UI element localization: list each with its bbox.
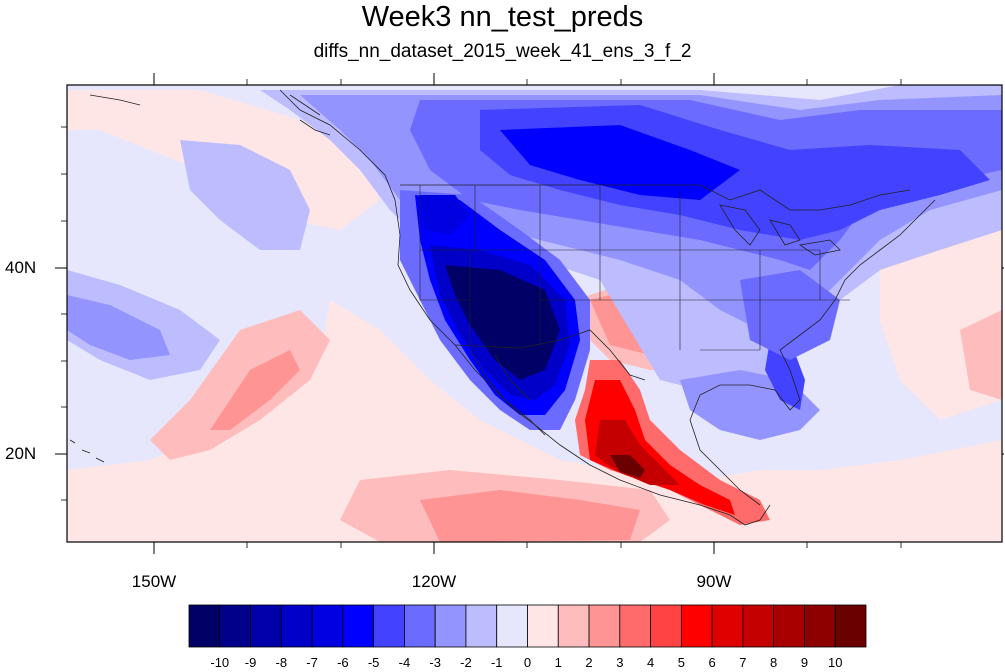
- anomaly-region-red-mexico-core: [610, 455, 645, 478]
- lon-label-150w: 150W: [131, 572, 177, 591]
- colorbar-swatch: [650, 604, 682, 648]
- chart-title: Week3 nn_test_preds: [361, 1, 644, 33]
- colorbar-swatch: [465, 604, 498, 648]
- anomaly-region-red2-east-pacific: [210, 350, 300, 430]
- hawaii: [69, 439, 105, 463]
- colorbar-swatch: [219, 604, 251, 648]
- anomaly-region-red-mexico-3: [595, 420, 680, 485]
- colorbar-swatch: [280, 604, 313, 648]
- map-lines: [69, 89, 936, 526]
- colorbar-swatch: [742, 604, 775, 648]
- colorbar-label: 10: [827, 655, 843, 670]
- colorbar-label: 3: [616, 655, 624, 670]
- colorbar-label: 9: [800, 655, 809, 670]
- colorbar-swatch: [619, 604, 651, 648]
- colorbar-label: 0: [523, 655, 532, 670]
- colorbar-label: 4: [646, 655, 655, 670]
- colorbar-label: 7: [739, 655, 747, 670]
- anomaly-region-blue-pacific-high: [180, 140, 310, 250]
- colorbar-swatch: [188, 604, 221, 648]
- anomaly-region-red1-east: [960, 310, 1002, 400]
- anomaly-region-blue-southeast: [740, 270, 840, 360]
- colorbar-label: -8: [275, 655, 288, 670]
- colorbar-label: -3: [429, 655, 441, 670]
- colorbar-swatch: [311, 604, 344, 648]
- colorbar-swatch: [680, 604, 713, 648]
- anomaly-region-blue5-north: [500, 125, 740, 200]
- colorbar-swatch: [773, 604, 805, 648]
- anomaly-field: [67, 85, 1002, 542]
- anomaly-region-blue4-west: [445, 265, 560, 380]
- anomaly-region-blue-pacific-mid-2: [67, 295, 170, 360]
- border-us-canada: [400, 184, 911, 211]
- anomaly-region-red2-south: [420, 490, 640, 542]
- axis-ticks: [55, 73, 1004, 554]
- anomaly-region-pink-south: [67, 300, 1002, 542]
- colorbar-label: 6: [708, 655, 716, 670]
- colorbar-label: 5: [677, 655, 685, 670]
- lon-label-120w: 120W: [411, 572, 457, 591]
- us-state-lines: [419, 185, 850, 351]
- anomaly-region-red-mexico-2: [585, 380, 735, 515]
- colorbar-label: -9: [244, 655, 257, 670]
- map-plot: [55, 73, 1004, 554]
- colorbar-label: -5: [367, 655, 380, 670]
- colorbar-label: -4: [398, 655, 411, 670]
- great-lakes: [719, 204, 841, 256]
- colorbar-swatch: [373, 604, 405, 648]
- lat-label-20n: 20N: [5, 444, 37, 463]
- colorbar-label: -2: [460, 655, 472, 670]
- colorbar-label: 2: [585, 655, 593, 670]
- colorbar-label: -1: [490, 655, 503, 670]
- colorbar-label: 8: [770, 655, 778, 670]
- coastline-baja: [469, 349, 546, 436]
- colorbar-swatch: [588, 604, 621, 648]
- colorbar-swatch: [404, 604, 436, 648]
- lon-label-90w: 90W: [696, 572, 732, 591]
- canada-islands: [89, 94, 331, 136]
- colorbar-label: -7: [306, 655, 318, 670]
- colorbar-swatch: [557, 604, 590, 648]
- colorbar-swatch: [496, 604, 528, 648]
- colorbar-swatch: [834, 604, 867, 648]
- colorbar-swatch: [804, 604, 836, 648]
- lat-label-40n: 40N: [5, 258, 37, 277]
- coastline-north-america: [279, 89, 936, 526]
- border-us-mexico: [454, 329, 646, 381]
- minor-ticks: [61, 79, 902, 548]
- colorbar-label: 1: [554, 655, 562, 670]
- colorbar-swatch: [250, 604, 282, 648]
- colorbar-swatch: [434, 604, 467, 648]
- colorbar-label: -6: [337, 655, 349, 670]
- chart-subtitle: diffs_nn_dataset_2015_week_41_ens_3_f_2: [313, 41, 692, 62]
- colorbar-swatch: [527, 604, 559, 648]
- plot-frame: [66, 84, 1003, 543]
- colorbar-label: -10: [210, 655, 230, 670]
- colorbar-swatch: [711, 604, 744, 648]
- anomaly-region-blue-northwest: [420, 195, 470, 235]
- colorbar-swatch: [342, 604, 375, 648]
